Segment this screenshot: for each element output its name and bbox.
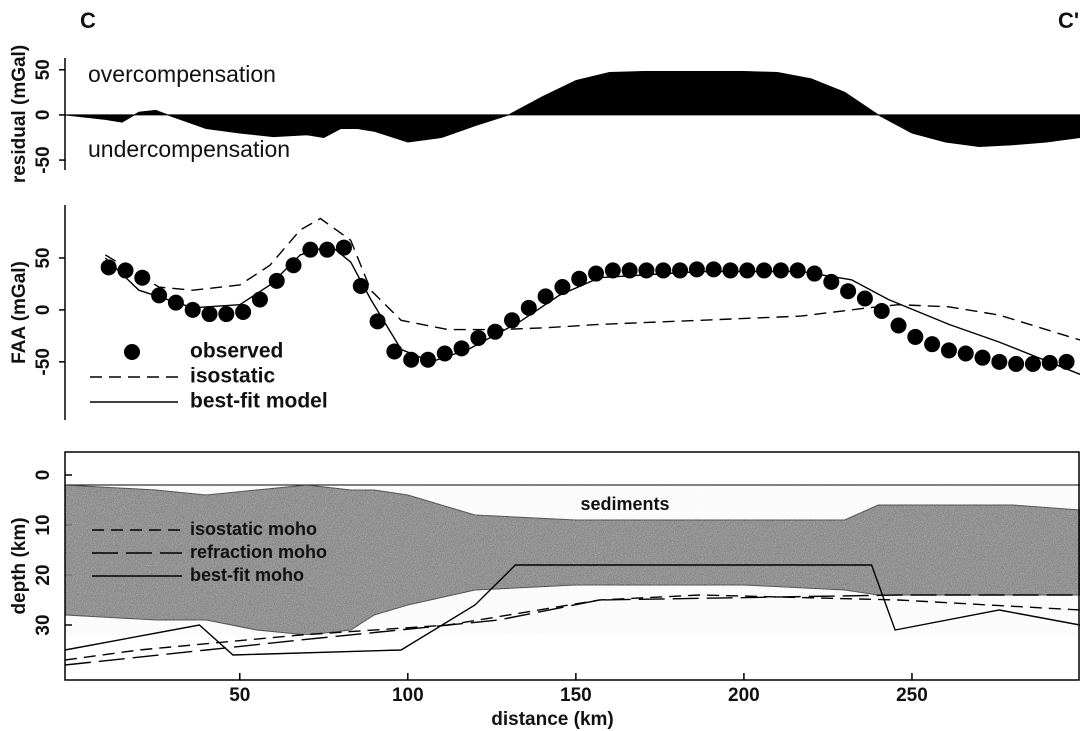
observed-point (369, 313, 386, 330)
observed-point (907, 328, 924, 345)
y-tick-label: 10 (33, 514, 54, 535)
series-line (64, 594, 1080, 661)
observed-point (100, 259, 117, 276)
observed-point (184, 301, 201, 318)
observed-point (1008, 355, 1025, 372)
observed-point (638, 262, 655, 279)
y-tick-label: 50 (33, 247, 54, 268)
observed-point (537, 288, 554, 305)
x-axis-label: distance (km) (491, 709, 613, 730)
legend-marker (124, 344, 140, 360)
observed-point (823, 273, 840, 290)
legend-label: refraction moho (190, 542, 327, 562)
legend-label: best-fit model (190, 390, 328, 413)
legend-label: isostatic (190, 365, 276, 388)
observed-point (957, 345, 974, 362)
observed-point (604, 262, 621, 279)
observed-point (672, 262, 689, 279)
observed-point (1024, 355, 1041, 372)
observed-point (873, 302, 890, 319)
observed-point (705, 261, 722, 278)
series-line (64, 594, 1080, 666)
observed-point (756, 262, 773, 279)
x-tick-label: 100 (392, 685, 424, 706)
legend-label: observed (190, 340, 283, 363)
observed-point (621, 262, 638, 279)
observed-point (436, 345, 453, 362)
observed-point (201, 306, 218, 323)
observed-point (151, 287, 168, 304)
legend-label: isostatic moho (190, 519, 317, 539)
annotation: overcompensation (88, 61, 276, 87)
y-tick-label: 30 (33, 614, 54, 635)
annotation: sediments (580, 494, 669, 514)
annotation: undercompensation (88, 136, 290, 162)
x-tick-label: 50 (229, 685, 250, 706)
observed-point (974, 349, 991, 366)
series-line (104, 244, 1080, 375)
observed-point (335, 239, 352, 256)
observed-point (386, 343, 403, 360)
y-tick-label: 50 (33, 59, 54, 80)
y-axis-label: residual (mGal) (9, 45, 30, 183)
observed-point (235, 303, 252, 320)
panel-label: C (80, 8, 96, 33)
observed-point (352, 278, 369, 295)
y-tick-label: 0 (33, 305, 54, 316)
observed-point (655, 262, 672, 279)
observed-point (251, 291, 268, 308)
y-axis-label: FAA (mGal) (9, 261, 30, 364)
y-tick-label: -50 (33, 348, 54, 375)
observed-point (1058, 353, 1075, 370)
observed-point (688, 261, 705, 278)
observed-point (487, 323, 504, 340)
y-tick-label: -50 (33, 146, 54, 173)
observed-point (722, 262, 739, 279)
observed-point (285, 257, 302, 274)
observed-point (218, 306, 235, 323)
observed-point (890, 317, 907, 334)
y-tick-label: 0 (33, 110, 54, 121)
observed-point (856, 290, 873, 307)
series-line (64, 564, 1080, 656)
plot-frame (64, 451, 1080, 681)
observed-point (789, 262, 806, 279)
y-tick-label: 20 (33, 564, 54, 585)
observed-point (739, 262, 756, 279)
panel-label: C' (1058, 8, 1079, 33)
observed-point (268, 272, 285, 289)
observed-point (319, 241, 336, 258)
observed-point (940, 342, 957, 359)
observed-point (520, 299, 537, 316)
legend-label: best-fit moho (190, 565, 304, 585)
observed-point (554, 279, 571, 296)
observed-point (772, 262, 789, 279)
y-axis-label: depth (km) (9, 517, 30, 614)
residual-area (64, 71, 1080, 148)
x-tick-label: 200 (728, 685, 760, 706)
y-tick-label: 0 (33, 470, 54, 481)
observed-point (571, 270, 588, 287)
x-tick-label: 150 (560, 685, 592, 706)
series-line (104, 217, 1080, 341)
observed-point (991, 353, 1008, 370)
observed-point (840, 283, 857, 300)
observed-point (924, 336, 941, 353)
x-tick-label: 250 (896, 685, 928, 706)
